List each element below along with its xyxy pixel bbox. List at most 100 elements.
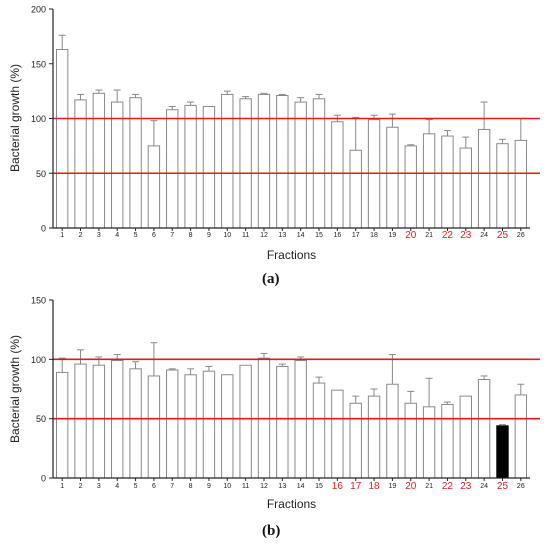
chart-panel: 1 2 3 4 5 6 7 8 9 10 11 12 13 14 15 16 17 18 19 20 21 22 23 24 2… — [8, 296, 540, 511]
x-tick-label: 4 — [115, 232, 119, 239]
x-tick-label: 12 — [260, 232, 268, 239]
x-tick-label: 17 — [352, 232, 360, 239]
bar — [441, 135, 454, 229]
y-axis-label: Bacterial growth (%) — [8, 64, 22, 172]
x-tick-label: 10 — [223, 232, 231, 239]
x-tick-label: 14 — [297, 232, 305, 239]
bar — [74, 363, 87, 479]
bar — [55, 49, 69, 229]
bar — [312, 382, 326, 479]
x-axis-label: Fractions — [267, 248, 316, 262]
x-tick-label: 10 — [223, 483, 231, 490]
bar — [294, 101, 307, 229]
bar — [111, 101, 124, 229]
bar — [92, 92, 106, 229]
x-tick-label: 19 — [389, 483, 397, 490]
bar — [514, 139, 528, 229]
bar — [55, 371, 69, 479]
x-tick-label: 26 — [517, 483, 525, 490]
y-tick-label: 100 — [31, 114, 46, 124]
x-tick-label: 11 — [242, 483, 249, 490]
x-tick-label: 5 — [134, 483, 138, 490]
x-tick-label: 24 — [480, 232, 488, 239]
x-tick-label: 3 — [97, 483, 101, 490]
bar — [386, 383, 399, 479]
bar — [184, 104, 197, 229]
bar — [477, 128, 491, 229]
x-tick-label: 8 — [189, 483, 193, 490]
x-tick-label: 7 — [170, 232, 174, 239]
x-tick-label: 11 — [242, 232, 249, 239]
x-tick-label: 18 — [368, 481, 380, 492]
x-tick-label: 15 — [315, 232, 323, 239]
x-tick-label: 2 — [79, 483, 83, 490]
x-tick-label: 13 — [278, 483, 286, 490]
x-tick-label: 16 — [332, 481, 344, 492]
y-axis-label: Bacterial growth (%) — [8, 335, 22, 443]
panel-label-b: (b) — [262, 523, 281, 539]
x-tick-label: 6 — [152, 483, 156, 490]
bar — [422, 406, 436, 479]
y-tick-label: 200 — [31, 5, 46, 15]
bar — [404, 402, 417, 479]
bar — [239, 364, 252, 479]
x-tick-label: 25 — [497, 230, 509, 241]
x-tick-label: 1 — [60, 232, 64, 239]
x-tick-label: 26 — [517, 232, 525, 239]
x-tick-label: 21 — [425, 232, 433, 239]
x-tick-label: 23 — [460, 481, 472, 492]
x-tick-label: 3 — [97, 232, 101, 239]
x-tick-label: 17 — [350, 481, 362, 492]
bar — [166, 369, 179, 479]
bar — [422, 133, 436, 229]
bar — [166, 109, 179, 229]
x-tick-label: 13 — [278, 232, 286, 239]
x-tick-label: 14 — [297, 483, 305, 490]
bar — [147, 375, 161, 479]
bar — [404, 145, 417, 229]
x-tick-label: 9 — [207, 483, 211, 490]
y-tick-label: 150 — [31, 59, 46, 69]
bar — [202, 370, 216, 479]
bar — [276, 95, 289, 229]
y-tick-label: 50 — [36, 169, 46, 179]
bar — [202, 105, 216, 229]
bar — [221, 374, 234, 479]
x-tick-label: 9 — [207, 232, 211, 239]
y-tick-label: 0 — [41, 474, 46, 484]
x-tick-label: 20 — [405, 481, 417, 492]
x-tick-label: 22 — [442, 481, 454, 492]
x-tick-label: 21 — [425, 483, 433, 490]
bar — [459, 395, 472, 479]
bar — [349, 149, 362, 229]
bar — [386, 126, 399, 229]
bar — [129, 368, 142, 479]
y-tick-label: 0 — [41, 224, 46, 234]
bar — [92, 364, 106, 479]
chart-panel: 1 2 3 4 5 6 7 8 9 10 11 12 13 14 15 16 17 18 19 20 21 22 23 24 2… — [8, 5, 540, 262]
x-tick-label: 15 — [315, 483, 323, 490]
x-axis-label: Fractions — [267, 497, 316, 511]
bar — [184, 374, 197, 479]
x-tick-label: 5 — [134, 232, 138, 239]
bar — [496, 425, 509, 479]
x-tick-label: 18 — [370, 232, 378, 239]
x-tick-label: 19 — [389, 232, 397, 239]
y-tick-label: 100 — [31, 355, 46, 365]
x-tick-label: 7 — [170, 483, 174, 490]
x-tick-label: 2 — [79, 232, 83, 239]
bar — [331, 121, 344, 229]
bar — [367, 395, 381, 479]
bar — [147, 145, 161, 229]
bar — [477, 379, 491, 479]
panel-label-a: (a) — [262, 271, 280, 287]
y-tick-label: 150 — [31, 296, 46, 306]
bar — [257, 93, 271, 229]
x-tick-label: 1 — [60, 483, 64, 490]
x-tick-label: 24 — [480, 483, 488, 490]
x-tick-label: 25 — [497, 481, 509, 492]
bar — [129, 97, 142, 229]
x-tick-label: 20 — [405, 230, 417, 241]
bar — [514, 394, 528, 479]
